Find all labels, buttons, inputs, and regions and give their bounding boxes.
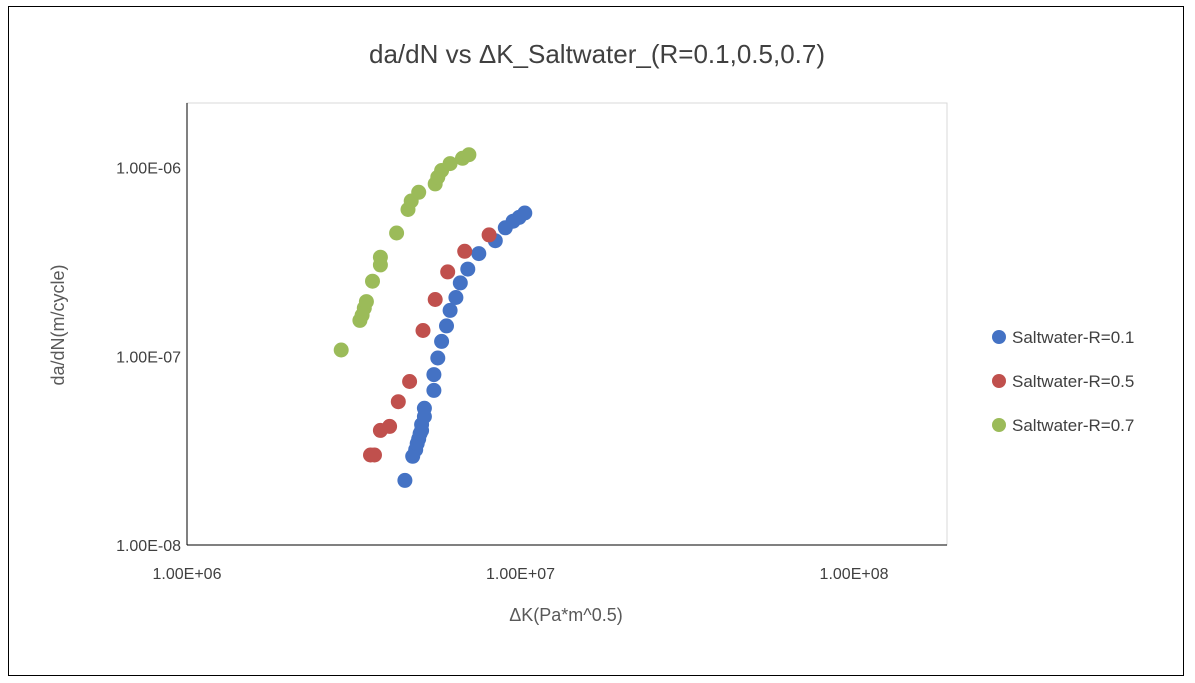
- data-point-series-1: [430, 350, 446, 366]
- legend-marker: [992, 330, 1006, 344]
- data-point-series-2: [390, 394, 406, 410]
- x-tick-label: 1.00E+08: [820, 566, 889, 583]
- data-point-series-1: [397, 472, 413, 488]
- y-tick-label: 1.00E-07: [116, 349, 181, 366]
- legend-marker: [992, 374, 1006, 388]
- legend-label: Saltwater-R=0.7: [1012, 416, 1134, 435]
- data-point-series-3: [358, 294, 374, 310]
- x-tick-label: 1.00E+07: [486, 566, 555, 583]
- data-point-series-3: [442, 156, 458, 172]
- axes: 1.00E+06 1.00E+07 1.00E+08 1.00E-08 1.00E-07…: [116, 103, 947, 583]
- y-axis-label: da/dN(m/cycle): [48, 264, 68, 385]
- plot-area: [186, 102, 948, 546]
- data-point-series-1: [426, 382, 442, 398]
- data-point-series-1: [416, 400, 432, 416]
- data-point-series-2: [427, 292, 443, 307]
- data-point-series-1: [460, 261, 476, 277]
- data-point-series-2: [367, 447, 382, 463]
- legend-label: Saltwater-R=0.1: [1012, 328, 1134, 347]
- data-point-series-3: [461, 147, 477, 163]
- data-point-series-2: [481, 227, 497, 243]
- data-points: [333, 147, 533, 488]
- data-point-series-2: [440, 264, 456, 280]
- plot-area-border: [186, 102, 948, 546]
- data-point-series-2: [457, 243, 473, 259]
- data-point-series-1: [452, 275, 468, 291]
- data-point-series-3: [389, 225, 405, 241]
- x-axis-label: ΔK(Pa*m^0.5): [509, 605, 623, 625]
- data-point-series-2: [415, 323, 431, 338]
- data-point-series-1: [448, 290, 464, 305]
- y-tick-label: 1.00E-06: [116, 161, 181, 178]
- legend-label: Saltwater-R=0.5: [1012, 372, 1134, 391]
- x-tick-label: 1.00E+06: [153, 566, 222, 583]
- legend-marker: [992, 418, 1006, 432]
- data-point-series-3: [333, 342, 349, 358]
- data-point-series-3: [372, 249, 388, 265]
- data-point-series-1: [439, 318, 454, 334]
- data-point-series-2: [402, 374, 418, 389]
- data-point-series-2: [382, 418, 398, 434]
- data-point-series-3: [365, 273, 380, 289]
- data-point-series-1: [426, 367, 442, 383]
- data-point-series-1: [434, 333, 450, 349]
- legend: Saltwater-R=0.1 Saltwater-R=0.5 Saltwater-…: [992, 328, 1134, 435]
- chart-title: da/dN vs ΔK_Saltwater_(R=0.1,0.5,0.7): [369, 39, 825, 69]
- data-point-series-3: [411, 184, 427, 200]
- y-tick-label: 1.00E-08: [116, 538, 181, 555]
- data-point-series-1: [442, 302, 458, 318]
- data-point-series-1: [517, 205, 533, 221]
- data-point-series-1: [471, 246, 487, 262]
